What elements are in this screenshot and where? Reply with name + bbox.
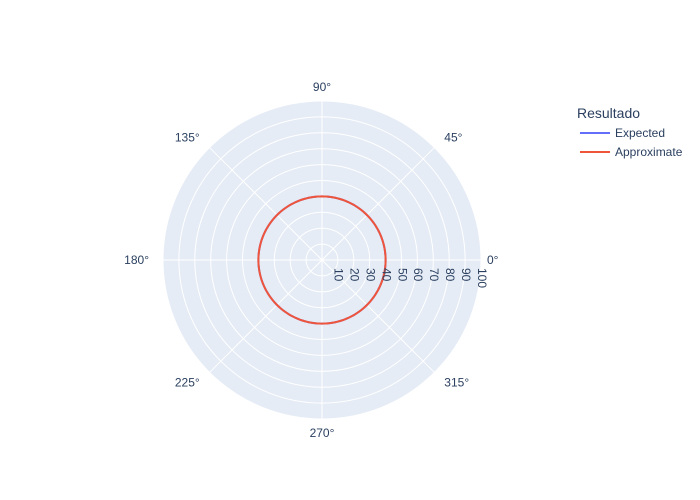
angular-tick-label: 225°: [175, 375, 200, 389]
radial-tick-label: 80: [443, 268, 457, 282]
legend: Resultado Expected Approximate: [577, 105, 683, 159]
radial-tick-label: 50: [395, 268, 409, 282]
angular-gridline-225: [209, 259, 323, 373]
radial-tick-label: 30: [364, 268, 378, 282]
angular-tick-label: 90°: [313, 80, 331, 94]
angular-gridlines: [163, 101, 481, 419]
legend-title: Resultado: [577, 105, 640, 121]
angular-gridline-315: [321, 259, 435, 373]
legend-label: Expected: [615, 126, 665, 140]
legend-item-expected[interactable]: Expected: [580, 126, 665, 140]
angular-tick-label: 270°: [310, 426, 335, 440]
radial-tick-label: 10: [332, 268, 346, 282]
angular-tick-label: 180°: [124, 253, 149, 267]
angular-tick-label: 315°: [444, 375, 469, 389]
polar-plot-area: 0° 45° 90° 135° 180° 225° 270° 315° 10 20 30 40 50 6…: [124, 80, 499, 440]
radial-tick-label: 20: [348, 268, 362, 282]
radial-tick-labels: 10 20 30 40 50 60 70 80 90 100: [332, 268, 489, 288]
angular-gridline-45: [321, 147, 435, 261]
radial-tick-label: 60: [411, 268, 425, 282]
angular-tick-labels: 0° 45° 90° 135° 180° 225° 270° 315°: [124, 80, 499, 440]
angular-tick-label: 135°: [175, 131, 200, 145]
angular-tick-label: 0°: [487, 253, 499, 267]
series-traces: [257, 195, 387, 325]
radial-tick-label: 70: [427, 268, 441, 282]
radial-tick-label: 100: [475, 268, 489, 288]
series-line-approximate: [257, 195, 387, 325]
angular-gridline-135: [209, 147, 323, 261]
legend-item-approximate[interactable]: Approximate: [580, 145, 683, 159]
legend-items: Expected Approximate: [580, 126, 683, 159]
legend-label: Approximate: [615, 145, 683, 159]
radial-tick-label: 40: [379, 268, 393, 282]
angular-tick-label: 45°: [444, 131, 462, 145]
radial-tick-label: 90: [459, 268, 473, 282]
